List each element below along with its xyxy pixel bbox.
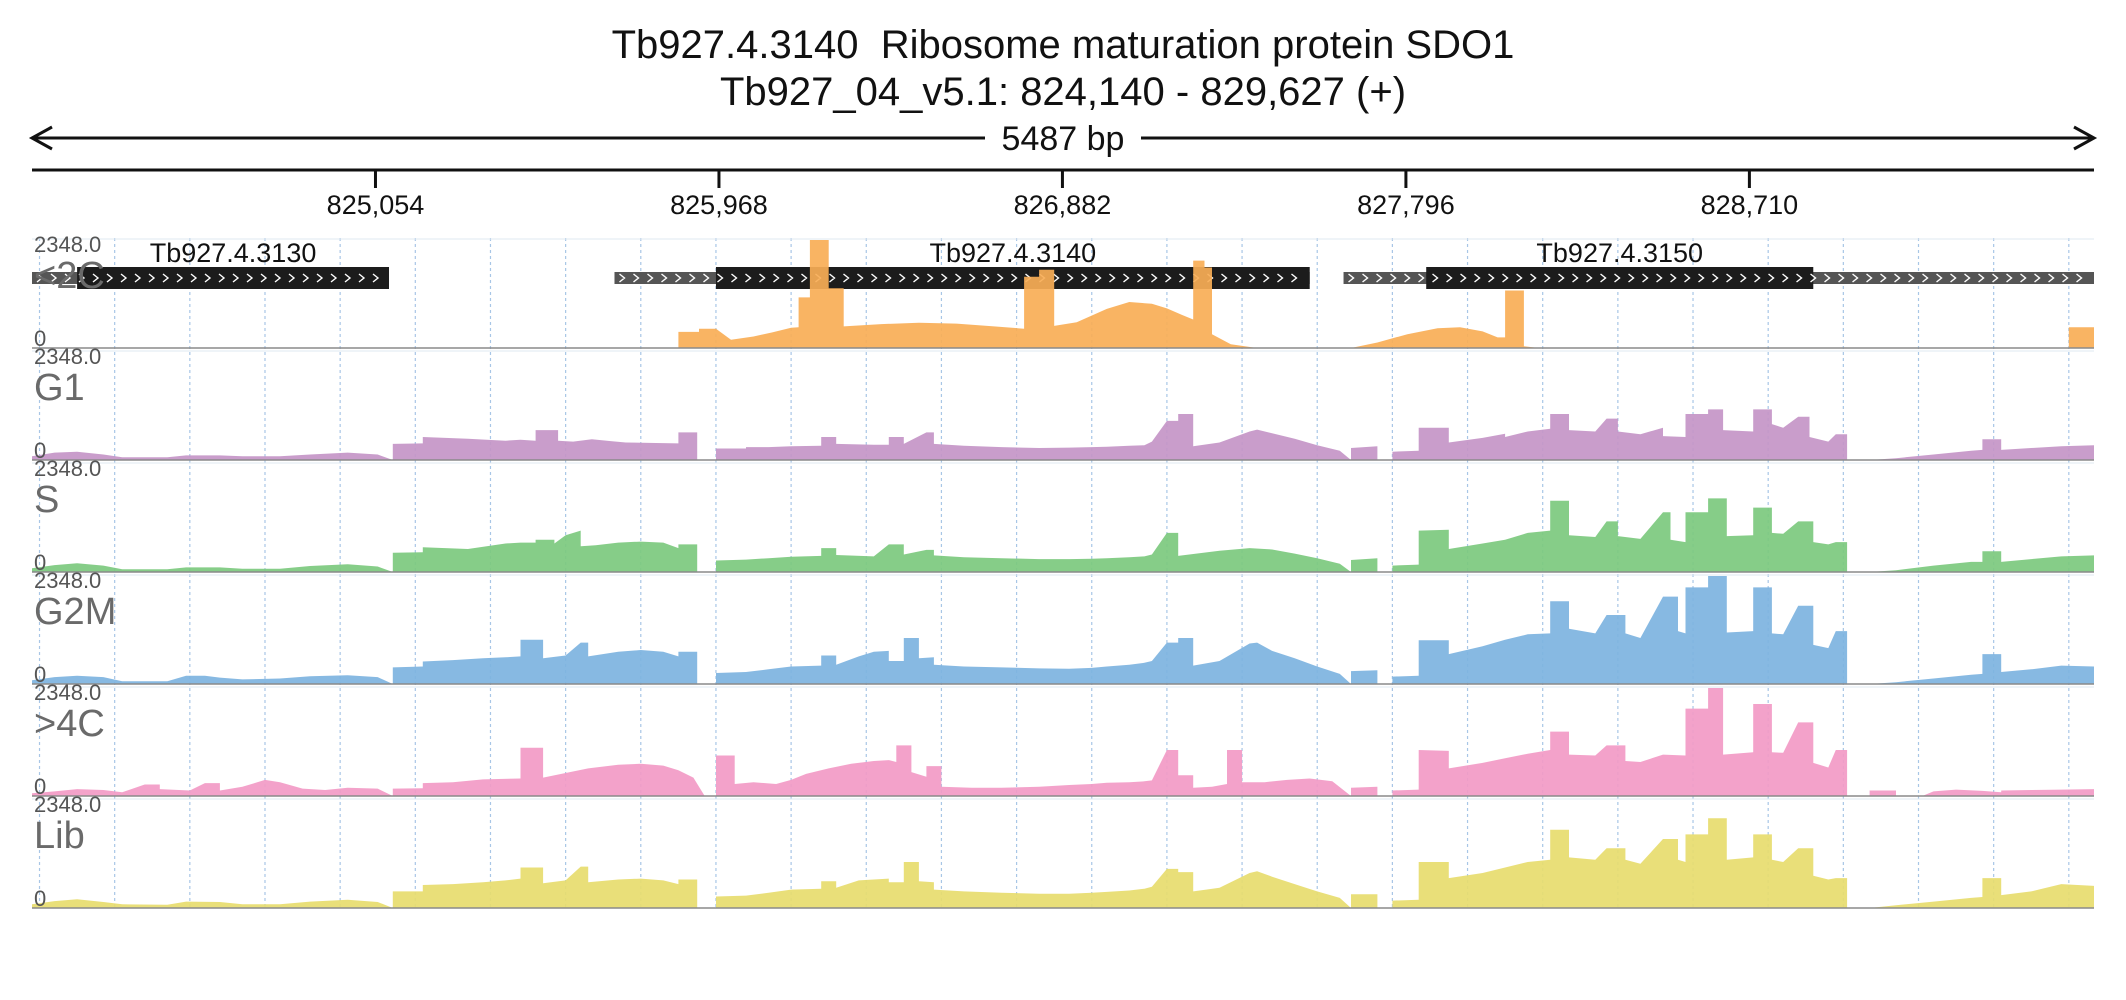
span-label: 5487 bp: [1002, 120, 1125, 158]
axis-ticks: 825,054 825,968 826,882 827,796 828,710: [327, 170, 1799, 220]
axis-tick-label: 828,710: [1701, 190, 1799, 220]
chart-title: Tb927.4.3140 Ribosome maturation protein…: [612, 23, 1515, 67]
axis-tick-label: 827,796: [1357, 190, 1455, 220]
track-ymin-label: 0: [34, 774, 46, 799]
coverage-area: [32, 688, 2094, 796]
track-ymin-label: 0: [34, 886, 46, 911]
strand-arrows: [1348, 273, 2083, 283]
axis-tick-label: 825,968: [670, 190, 768, 220]
track-ymax-label: 2348.0: [34, 456, 101, 481]
track-name: <2C: [34, 255, 105, 297]
gene-label: Tb927.4.3130: [150, 238, 317, 268]
span-arrow-head-right: [2073, 125, 2098, 151]
gene-track: Tb927.4.3130 Tb927.4.3140 Tb927.4.3150: [32, 238, 2094, 289]
gene-cds: [77, 267, 390, 289]
strand-arrows: [619, 273, 1298, 283]
coverage-area: [32, 240, 2094, 348]
coverage-area: [32, 818, 2094, 908]
track-name: >4C: [34, 703, 105, 745]
track-ymin-label: 0: [34, 326, 46, 351]
coverage-area: [32, 409, 2094, 460]
gene-label: Tb927.4.3140: [930, 238, 1097, 268]
coverage-area: [32, 576, 2094, 684]
strand-arrows: [36, 273, 380, 283]
track-name: Lib: [34, 815, 85, 857]
axis-tick-label: 825,054: [327, 190, 425, 220]
span-arrow-head-left: [28, 125, 53, 151]
coverage-tracks: 2348.00<2C2348.00G12348.00S2348.00G2M234…: [32, 232, 2094, 911]
track-ymin-label: 0: [34, 662, 46, 687]
track-ymin-label: 0: [34, 550, 46, 575]
track-ymax-label: 2348.0: [34, 680, 101, 705]
gene-cds: [715, 267, 1310, 289]
track-name: G1: [34, 367, 85, 409]
axis-tick-label: 826,882: [1014, 190, 1112, 220]
gene-label: Tb927.4.3150: [1536, 238, 1703, 268]
gridlines: [38, 238, 2070, 910]
track-ymax-label: 2348.0: [34, 568, 101, 593]
chart-subtitle: Tb927_04_v5.1: 824,140 - 829,627 (+): [720, 70, 1406, 114]
track-ymax-label: 2348.0: [34, 232, 101, 257]
track-ymax-label: 2348.0: [34, 792, 101, 817]
track-ymax-label: 2348.0: [34, 344, 101, 369]
span-arrow: 5487 bp: [28, 120, 2098, 158]
track-ymin-label: 0: [34, 438, 46, 463]
track-name: S: [34, 479, 59, 521]
coverage-area: [32, 498, 2094, 572]
track-name: G2M: [34, 591, 116, 633]
